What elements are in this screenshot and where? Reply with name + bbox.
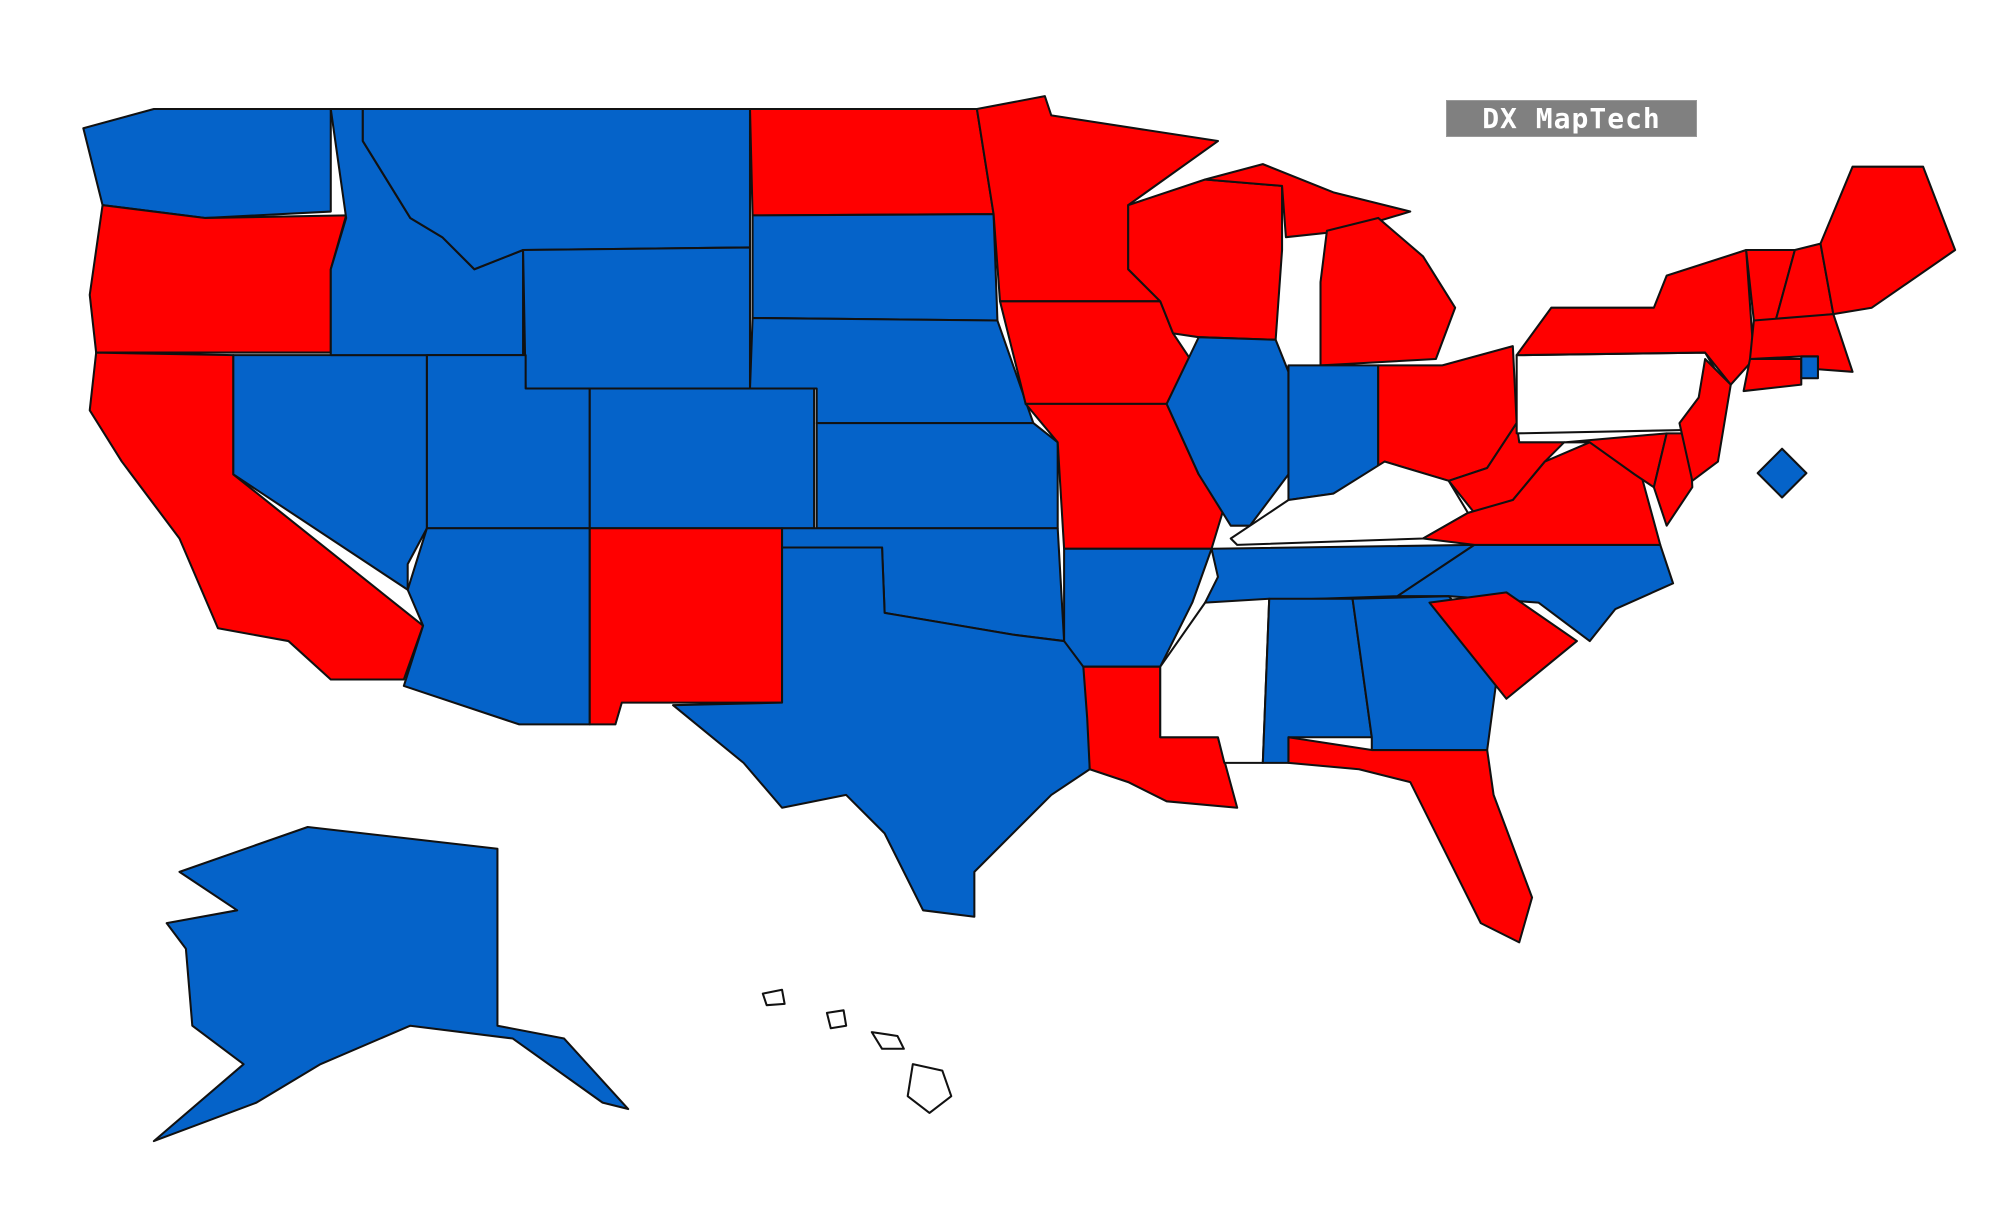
state-ri	[1800, 355, 1819, 380]
state-dc	[1756, 447, 1808, 499]
state-hi	[825, 1009, 848, 1030]
state-sd	[751, 213, 999, 322]
state-nd	[748, 107, 995, 217]
state-mt	[361, 107, 752, 271]
state-sc	[1428, 591, 1578, 700]
state-nj	[1678, 357, 1732, 482]
state-mi	[1319, 216, 1457, 367]
state-tx	[672, 546, 1091, 918]
state-md	[1563, 432, 1668, 489]
state-hi	[906, 1063, 953, 1114]
state-hi	[870, 1031, 905, 1050]
state-ct	[1742, 357, 1803, 393]
state-wy	[522, 246, 752, 390]
brand-label: DX MapTech	[1446, 100, 1697, 137]
state-ak	[152, 825, 630, 1143]
state-hi	[761, 988, 786, 1007]
state-co	[588, 387, 816, 530]
state-az	[402, 527, 591, 726]
state-nm	[588, 527, 784, 726]
state-me	[1819, 165, 1957, 316]
state-or	[88, 204, 348, 354]
state-fl	[1287, 736, 1534, 944]
state-ks	[815, 422, 1059, 530]
state-wa	[82, 107, 332, 219]
